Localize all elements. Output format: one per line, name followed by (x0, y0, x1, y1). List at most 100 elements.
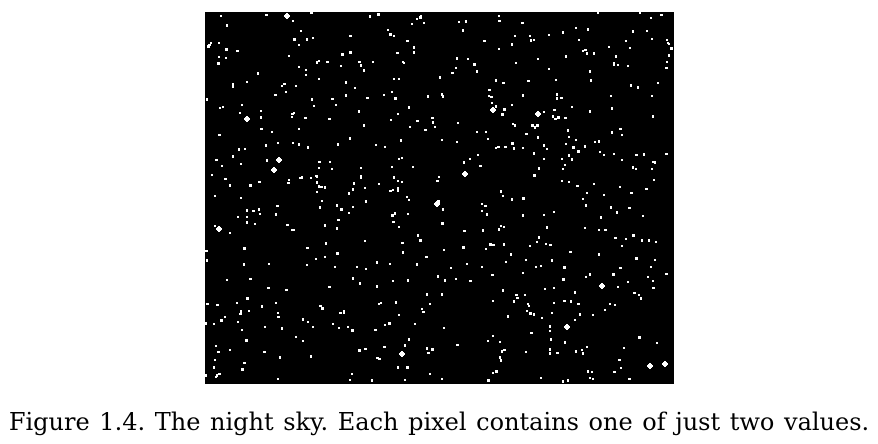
star-pixel (339, 312, 342, 314)
star-pixel (549, 348, 551, 351)
star-pixel (473, 63, 476, 66)
star-pixel (643, 153, 645, 156)
star-pixel (482, 229, 484, 232)
star-pixel (225, 57, 227, 59)
star-pixel (218, 373, 221, 375)
star-pixel (530, 39, 532, 42)
star-pixel (205, 322, 207, 325)
star-pixel (613, 153, 615, 155)
star-pixel (564, 117, 567, 119)
star-pixel (531, 124, 534, 127)
star-pixel (549, 244, 552, 246)
star-pixel (533, 313, 535, 316)
star-pixel (612, 273, 615, 276)
star-pixel (274, 94, 277, 96)
star-pixel (376, 357, 379, 359)
star-pixel (613, 62, 615, 65)
star-pixel (540, 265, 542, 267)
star-pixel (463, 230, 466, 232)
star-pixel (366, 97, 369, 99)
star-pixel (582, 352, 584, 355)
star-pixel (513, 147, 515, 150)
star-pixel (349, 35, 352, 37)
star-pixel (265, 144, 267, 147)
star-pixel (273, 167, 275, 173)
star-pixel (485, 248, 487, 250)
star-pixel (246, 221, 248, 224)
star-pixel (616, 211, 618, 214)
star-pixel (529, 245, 531, 247)
star-pixel (292, 229, 295, 231)
star-pixel (340, 65, 342, 67)
star-pixel (619, 128, 622, 130)
star-pixel (206, 303, 209, 305)
star-pixel (651, 168, 653, 170)
star-pixel (359, 282, 361, 285)
star-pixel (246, 81, 248, 83)
star-pixel (536, 124, 539, 127)
star-pixel (419, 16, 422, 19)
star-pixel (302, 340, 304, 342)
star-pixel (319, 305, 322, 307)
star-pixel (305, 69, 307, 71)
star-pixel (525, 351, 527, 353)
star-pixel (349, 137, 351, 140)
star-pixel (514, 124, 516, 127)
star-pixel (326, 61, 329, 63)
star-pixel (383, 94, 385, 96)
star-pixel (522, 197, 525, 200)
star-pixel (337, 219, 340, 221)
star-pixel (589, 110, 591, 113)
star-pixel (441, 378, 443, 380)
star-pixel (443, 327, 445, 329)
star-pixel (437, 275, 439, 278)
star-pixel (232, 83, 234, 86)
star-pixel (424, 129, 427, 131)
star-pixel (416, 18, 418, 20)
star-pixel (206, 98, 208, 101)
star-pixel (501, 113, 504, 116)
star-pixel (225, 48, 228, 51)
star-pixel (574, 291, 576, 294)
star-pixel (568, 154, 570, 157)
star-pixel (336, 204, 338, 207)
star-pixel (267, 287, 270, 289)
star-pixel (358, 61, 361, 63)
star-pixel (353, 182, 355, 185)
star-pixel (587, 370, 589, 373)
star-pixel (392, 189, 394, 191)
star-pixel (218, 134, 221, 136)
star-pixel (299, 177, 302, 179)
star-pixel (240, 310, 242, 313)
star-pixel (652, 287, 655, 289)
star-pixel (660, 14, 663, 16)
star-pixel (369, 15, 371, 18)
star-pixel (515, 62, 517, 64)
star-pixel (589, 70, 591, 73)
star-pixel (219, 107, 221, 109)
star-pixel (401, 242, 404, 244)
star-pixel (261, 305, 263, 308)
star-pixel (495, 370, 498, 373)
star-pixel (298, 143, 300, 146)
star-pixel (431, 117, 434, 119)
star-pixel (637, 86, 639, 89)
star-pixel (456, 57, 458, 60)
star-pixel (598, 140, 600, 143)
star-pixel (288, 179, 290, 181)
star-pixel (249, 278, 252, 280)
star-pixel (650, 17, 652, 19)
star-pixel (444, 279, 446, 282)
star-pixel (589, 273, 591, 276)
star-pixel (563, 300, 566, 302)
star-pixel (318, 161, 321, 163)
star-pixel (501, 350, 503, 353)
star-pixel (561, 180, 563, 182)
star-pixel (639, 12, 641, 14)
star-pixel (316, 61, 318, 64)
star-pixel (332, 323, 334, 325)
star-pixel (553, 302, 555, 304)
star-pixel (298, 44, 300, 46)
star-pixel (603, 154, 605, 156)
star-pixel (529, 35, 531, 37)
